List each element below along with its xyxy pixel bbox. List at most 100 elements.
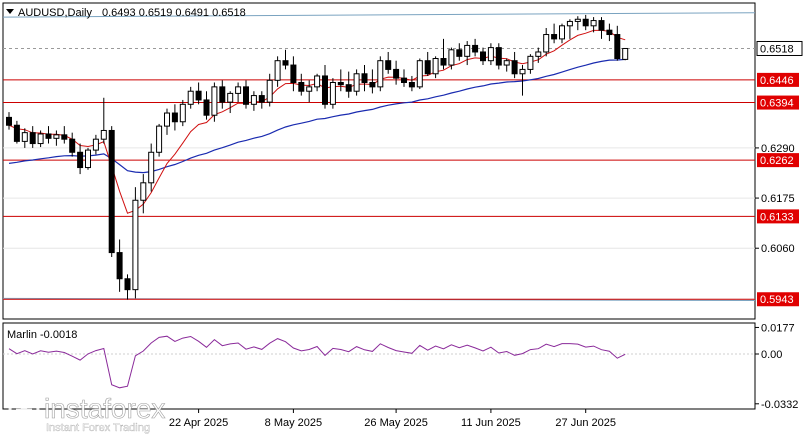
candle-body [37,133,44,145]
candle-body [511,60,518,75]
indicator-tick-label: 0.0177 [761,322,795,334]
instaforex-watermark: instaforex Instant Forex Trading [8,393,166,434]
current-price-box [756,40,803,56]
current-price-label: 0.6518 [760,43,794,55]
candle-body [100,129,107,140]
candle [416,58,423,90]
candle [511,51,518,79]
candle [37,130,44,148]
candle [353,69,360,96]
candle [6,112,12,130]
candle-body [116,252,123,280]
candle-body [124,278,131,291]
candle [61,126,68,144]
level-label: 0.6262 [760,155,794,167]
instaforex-logo-icon [8,394,40,426]
candle-body [156,125,163,153]
candle [132,187,139,299]
candle [195,82,202,105]
candle [551,23,558,44]
candle [329,78,336,109]
candle-body [53,134,60,139]
candle-body [472,44,479,53]
candle-body [282,60,289,66]
candle [108,126,115,257]
candle [566,19,573,39]
candle-body [6,116,12,126]
candle [250,91,257,111]
price-tick-label: 0.6175 [761,193,795,205]
candle-body [195,90,202,101]
candle-body [519,68,526,75]
candle [140,174,147,214]
candle [408,75,415,92]
candle [448,47,455,70]
candle [211,82,218,122]
candle-body [243,86,249,105]
candle [480,47,486,66]
candle-body [495,47,502,66]
candle [179,99,186,127]
candle [519,65,526,96]
candle-body [385,60,392,70]
candle-body [424,60,431,75]
candle [69,132,76,157]
candle [77,143,84,175]
candle [432,56,439,79]
candle-body [92,138,99,151]
level-label-box [757,153,799,168]
upper-channel-line [2,12,756,18]
candle [156,123,163,157]
candle [298,73,305,96]
candle [622,47,629,61]
level-label: 0.6133 [760,211,794,223]
candle-body [345,84,352,92]
level-label: 0.6394 [760,98,794,110]
candle [495,43,502,70]
candle-body [266,79,273,103]
ohlc-values: 0.6493 0.6519 0.6491 0.6518 [102,7,246,19]
candle-body [337,82,344,86]
candle [337,69,344,92]
candle [377,56,384,92]
candle [148,143,155,192]
watermark-tagline: Instant Forex Trading [46,422,150,434]
candle-body [440,58,447,66]
candle-body [171,112,178,123]
date-tick-label: 26 May 2025 [364,417,428,429]
candle [92,134,99,155]
candle-body [401,77,407,83]
chart-symbol: AUDUSD,Daily [18,7,92,19]
candle-body [606,29,613,36]
candle-body [393,68,400,79]
candle-body [543,34,550,53]
candle-body [614,34,621,60]
candle-body [503,60,510,66]
candle [543,27,550,57]
candle-body [551,34,558,40]
candle-body [148,151,155,184]
candle-body [314,75,321,88]
candle-body [535,51,542,57]
candle [243,80,249,109]
candle [164,108,170,135]
candle-body [132,199,139,291]
candle [345,71,352,98]
candle [472,38,479,57]
candle [171,104,178,131]
candle [21,128,28,148]
candle-body [140,182,147,201]
collapse-triangle-icon[interactable] [6,9,14,14]
level-label: 0.5943 [760,294,794,306]
candle [393,60,400,85]
candle-body [227,92,234,103]
candlesticks [6,14,629,300]
level-label-box [757,72,799,87]
candle-body [250,95,257,105]
candle-body [329,82,336,105]
candle-body [448,49,455,66]
candle-body [432,58,439,75]
candle [306,80,313,103]
marlin-oscillator [3,335,755,389]
level-label-box [757,292,799,307]
